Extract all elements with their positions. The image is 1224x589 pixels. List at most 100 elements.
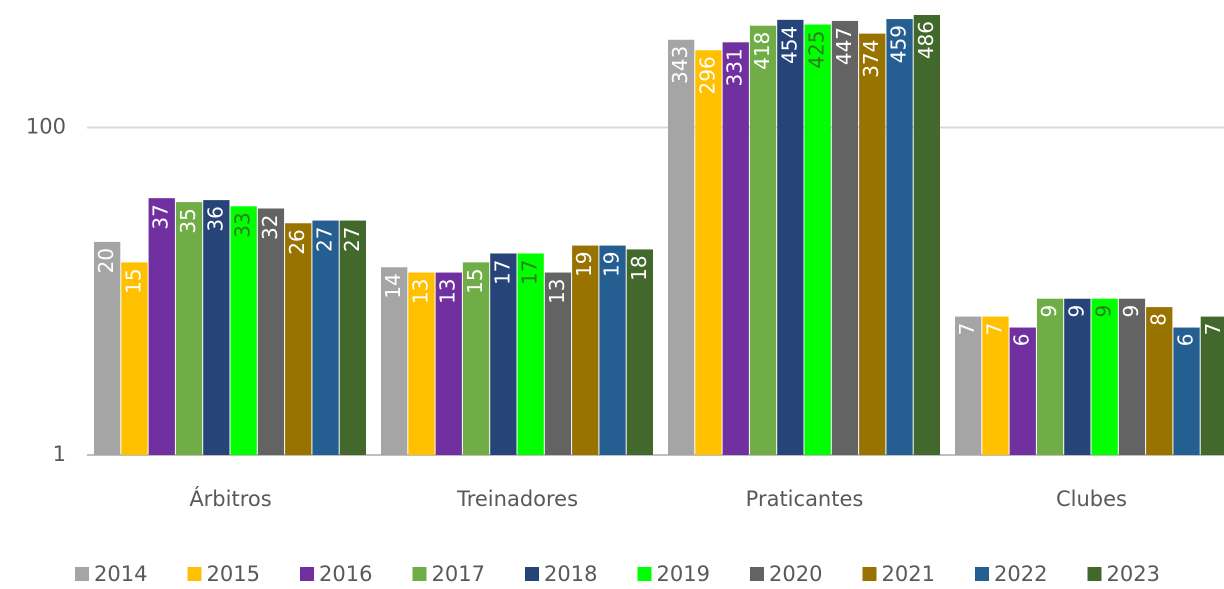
y-tick-label: 1 <box>53 442 66 466</box>
legend-label: 2023 <box>1107 562 1160 586</box>
bar <box>381 267 408 455</box>
x-tick-label: Árbitros <box>189 486 271 511</box>
legend-label: 2021 <box>882 562 935 586</box>
x-tick-label: Treinadores <box>456 487 578 511</box>
bar <box>1118 298 1146 455</box>
bar <box>572 245 599 455</box>
data-label: 33 <box>231 212 255 237</box>
legend-swatch <box>300 567 314 581</box>
bar <box>886 19 913 455</box>
data-label: 26 <box>285 229 309 254</box>
legend-label: 2014 <box>94 562 147 586</box>
legend-swatch <box>525 567 539 581</box>
bar <box>626 249 653 455</box>
data-label: 296 <box>695 56 719 94</box>
data-label: 27 <box>340 227 364 252</box>
bar <box>982 316 1009 455</box>
data-label: 13 <box>436 279 460 304</box>
data-label: 6 <box>1174 334 1198 347</box>
data-label: 15 <box>121 268 145 293</box>
legend-label: 2017 <box>432 562 485 586</box>
bar <box>94 241 121 455</box>
x-tick-label: Clubes <box>1056 487 1127 511</box>
data-label: 18 <box>627 255 651 280</box>
bar <box>1036 298 1064 455</box>
bar <box>121 262 148 455</box>
bar <box>955 316 982 455</box>
data-label: 7 <box>982 323 1006 336</box>
legend-swatch <box>187 567 202 581</box>
bar <box>1091 298 1118 455</box>
bar <box>859 33 886 455</box>
bar <box>462 262 490 455</box>
legend-label: 2022 <box>994 562 1047 586</box>
bar <box>913 14 940 456</box>
bar <box>777 19 804 455</box>
data-label: 17 <box>490 259 514 284</box>
data-label: 425 <box>805 31 829 69</box>
bar <box>517 253 544 455</box>
data-label: 343 <box>668 46 692 84</box>
data-label: 13 <box>408 279 432 304</box>
legend-swatch <box>412 567 427 581</box>
data-label: 331 <box>723 48 747 86</box>
bar <box>1064 298 1091 455</box>
data-label: 486 <box>914 21 938 59</box>
bar <box>831 20 859 455</box>
data-label: 8 <box>1146 313 1170 326</box>
data-label: 374 <box>859 40 883 78</box>
data-label: 20 <box>94 248 118 273</box>
data-label: 35 <box>176 208 200 233</box>
bar <box>203 200 230 455</box>
data-label: 36 <box>203 206 227 231</box>
bar <box>339 220 366 455</box>
legend-label: 2018 <box>544 562 597 586</box>
data-label: 19 <box>600 252 624 277</box>
data-label: 32 <box>258 214 282 239</box>
legend-swatch <box>637 567 652 581</box>
legend-label: 2015 <box>207 562 260 586</box>
legend-swatch <box>862 567 877 581</box>
data-label: 17 <box>518 259 542 284</box>
data-label: 9 <box>1092 305 1116 318</box>
data-label: 7 <box>1201 323 1224 336</box>
data-label: 9 <box>1119 305 1143 318</box>
data-label: 6 <box>1010 334 1034 347</box>
data-label: 7 <box>955 323 979 336</box>
bar <box>435 272 462 455</box>
x-tick-label: Praticantes <box>746 487 864 511</box>
bar <box>408 272 435 455</box>
bar <box>804 24 831 455</box>
data-label: 9 <box>1064 305 1088 318</box>
data-label: 15 <box>463 268 487 293</box>
data-label: 418 <box>750 32 774 70</box>
data-label: 37 <box>149 204 173 229</box>
bar <box>490 253 517 455</box>
legend-swatch <box>1087 567 1102 581</box>
bar <box>695 50 722 455</box>
data-label: 14 <box>381 273 405 298</box>
bar <box>1009 327 1036 455</box>
bar <box>599 245 626 455</box>
data-label: 9 <box>1037 305 1061 318</box>
data-label: 447 <box>832 27 856 65</box>
legend-label: 2020 <box>769 562 822 586</box>
bar <box>175 202 203 455</box>
bar <box>285 223 312 455</box>
data-label: 459 <box>887 25 911 63</box>
data-label: 27 <box>313 227 337 252</box>
legend-label: 2016 <box>319 562 372 586</box>
bar <box>668 39 695 455</box>
y-tick-label: 100 <box>26 114 66 138</box>
bar <box>1173 327 1200 455</box>
bar <box>148 198 175 455</box>
legend-swatch <box>750 567 764 581</box>
legend-swatch <box>975 567 989 581</box>
bar <box>230 206 257 455</box>
bar <box>257 208 285 455</box>
bar <box>722 42 749 455</box>
data-label: 13 <box>545 279 569 304</box>
bar <box>749 25 777 455</box>
data-label: 454 <box>777 26 801 64</box>
